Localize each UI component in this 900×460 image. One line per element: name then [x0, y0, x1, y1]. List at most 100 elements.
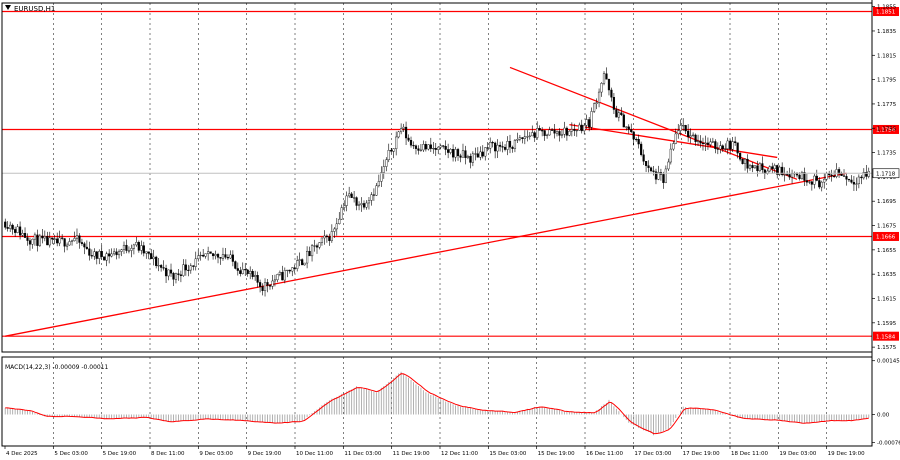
candle-body: [58, 237, 61, 244]
candle-body: [360, 203, 363, 206]
candle-body: [555, 131, 559, 134]
candle-body: [429, 144, 432, 149]
price-level-label: 1.1851: [876, 10, 895, 16]
candle-body: [145, 251, 148, 254]
time-tick-label: 9 Dec 19:00: [248, 451, 282, 457]
candle-body: [711, 141, 714, 143]
candle-body: [852, 182, 856, 185]
candle-body: [550, 129, 554, 131]
candle-body: [338, 218, 341, 225]
candle-body: [132, 244, 135, 249]
candle-body: [736, 142, 739, 154]
current-price-tag: [872, 168, 900, 179]
candle-body: [657, 172, 660, 180]
candle-body: [518, 137, 521, 140]
candle-body: [424, 144, 427, 150]
candle-body: [160, 265, 163, 268]
price-level-label: 1.1584: [876, 334, 896, 340]
candle-body: [105, 253, 108, 261]
candle-body: [323, 235, 326, 239]
candle-body: [855, 183, 858, 185]
price-tick-label: 1.1635: [877, 272, 897, 278]
chart-menu-triangle-icon[interactable]: [5, 5, 11, 10]
candle-body: [513, 140, 517, 149]
candle-body: [335, 223, 338, 230]
candle-body: [716, 148, 719, 150]
candle-body: [669, 148, 672, 163]
candle-body: [620, 112, 623, 116]
candle-body: [177, 273, 180, 275]
time-tick-label: 9 Dec 03:00: [199, 451, 233, 457]
candle-body: [585, 119, 588, 126]
candle-body: [395, 136, 398, 149]
candle-body: [553, 129, 556, 134]
time-tick-label: 10 Dec 11:00: [296, 451, 333, 457]
candle-body: [348, 193, 351, 197]
candle-body: [422, 144, 425, 151]
price-level-tag: [873, 231, 899, 241]
candle-body: [350, 193, 353, 198]
candle-body: [174, 273, 178, 280]
candle-body: [189, 265, 192, 271]
candle-body: [137, 242, 140, 251]
candle-body: [706, 142, 710, 145]
time-tick-label: 19 Dec 19:00: [828, 451, 865, 457]
candle-body: [419, 149, 423, 151]
candle-body: [823, 178, 826, 183]
candle-body: [93, 251, 96, 257]
candle-body: [743, 158, 747, 164]
macd-signal-line: [5, 373, 869, 435]
candle-body: [184, 264, 187, 271]
candle-body: [691, 134, 695, 136]
candle-body: [632, 131, 635, 140]
candle-body: [546, 134, 549, 136]
price-tick-label: 1.1575: [877, 345, 897, 351]
candle-body: [679, 125, 682, 131]
candle-body: [197, 255, 200, 260]
candle-body: [714, 141, 717, 149]
candle-body: [783, 174, 786, 176]
candle-body: [565, 127, 568, 136]
time-tick-label: 18 Dec 11:00: [731, 451, 768, 457]
candle-body: [548, 129, 551, 136]
price-tick-label: 1.1675: [877, 224, 897, 230]
candle-body: [508, 141, 512, 148]
candle-body: [432, 148, 435, 150]
candle-body: [303, 262, 306, 266]
candle-body: [610, 89, 613, 98]
candle-body: [142, 245, 145, 254]
candle-body: [387, 150, 390, 161]
candle-body: [412, 145, 415, 147]
candle-body: [768, 166, 771, 172]
candle-body: [83, 243, 86, 248]
time-tick-label: 17 Dec 03:00: [634, 451, 671, 457]
candle-body: [427, 144, 430, 150]
candle-body: [825, 173, 828, 180]
candle-body: [414, 145, 418, 149]
candle-body: [798, 174, 801, 179]
candle-body: [152, 256, 155, 260]
candle-body: [108, 253, 111, 257]
candle-body: [162, 267, 165, 269]
candle-body: [541, 130, 544, 132]
candle-body: [437, 146, 440, 150]
candle-body: [330, 231, 333, 241]
candle-body: [667, 161, 670, 170]
candle-body: [699, 140, 702, 144]
price-level-label: 1.1666: [876, 235, 896, 241]
candle-body: [753, 165, 757, 169]
price-tick-label: 1.1755: [877, 126, 897, 132]
price-tick-label: 1.1595: [877, 321, 897, 327]
macd-histogram: [4, 371, 870, 436]
macd-tick-label: 0.00145: [877, 359, 900, 365]
time-tick-label: 17 Dec 19:00: [683, 451, 720, 457]
candle-body: [622, 114, 625, 128]
candle-body: [635, 138, 638, 141]
candle-body: [526, 136, 529, 138]
candle-body: [615, 109, 618, 118]
candle-body: [390, 150, 393, 152]
candle-body: [26, 237, 29, 241]
candle-body: [521, 137, 524, 140]
